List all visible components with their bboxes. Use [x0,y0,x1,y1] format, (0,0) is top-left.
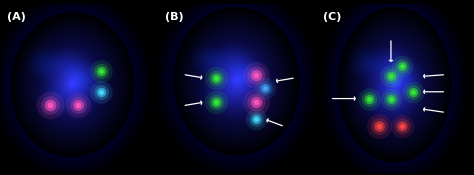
Point [262,87,269,90]
Point [387,97,395,100]
Point [398,124,406,127]
Point [375,124,383,127]
Text: (B): (B) [165,12,184,22]
Point [46,104,54,107]
Point [398,124,406,127]
Point [212,77,220,80]
Point [212,101,220,103]
Point [365,97,373,100]
Point [387,97,395,100]
Point [252,73,260,76]
Point [262,87,269,90]
Point [365,97,373,100]
Point [375,124,383,127]
Point [252,101,260,103]
Point [97,70,105,73]
Point [252,101,260,103]
Point [97,90,105,93]
Point [97,70,105,73]
Point [97,70,105,73]
Point [365,97,373,100]
Point [409,90,416,93]
Point [74,104,82,107]
Point [46,104,54,107]
Text: (A): (A) [7,12,26,22]
Point [252,73,260,76]
Point [97,70,105,73]
Point [212,101,220,103]
Point [252,118,260,120]
Point [74,104,82,107]
Point [252,118,260,120]
Point [46,104,54,107]
Point [387,97,395,100]
Point [375,124,383,127]
Point [74,104,82,107]
Point [252,101,260,103]
Point [212,77,220,80]
Point [375,124,383,127]
Point [252,73,260,76]
Point [212,77,220,80]
Point [46,104,54,107]
Point [398,65,406,68]
Point [409,90,416,93]
Point [262,87,269,90]
Point [398,65,406,68]
Point [398,124,406,127]
Point [387,75,395,78]
Point [252,118,260,120]
Point [409,90,416,93]
Point [97,90,105,93]
Point [409,90,416,93]
Point [398,124,406,127]
Point [212,101,220,103]
Point [212,77,220,80]
Point [398,65,406,68]
Point [74,104,82,107]
Point [252,101,260,103]
Point [212,101,220,103]
Point [387,75,395,78]
Point [365,97,373,100]
Point [252,118,260,120]
Point [398,65,406,68]
Point [252,73,260,76]
Point [387,75,395,78]
Point [262,87,269,90]
Point [97,90,105,93]
Point [387,97,395,100]
Point [97,90,105,93]
Point [387,75,395,78]
Text: (C): (C) [323,12,341,22]
